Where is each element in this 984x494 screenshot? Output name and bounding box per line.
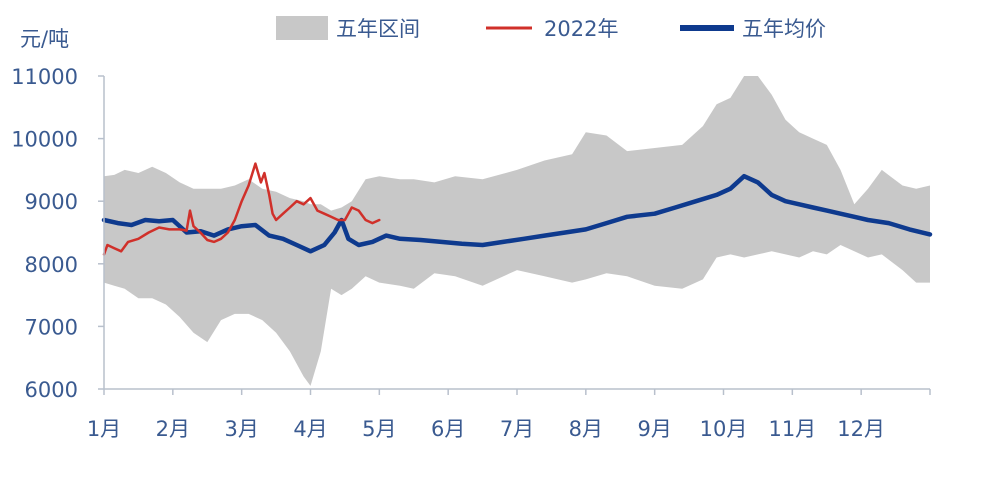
y-tick-label: 6000 [25, 378, 78, 402]
x-ticks: 1月 2月 3月 4月 5月 6月 7月 8月 9月 10月 11月 12月 [87, 389, 931, 441]
x-tick-label: 6月 [431, 417, 465, 441]
legend-label-range: 五年区间 [336, 17, 420, 41]
legend-label-2022: 2022年 [544, 17, 618, 41]
y-tick-label: 7000 [25, 315, 78, 339]
x-tick-label: 1月 [87, 417, 121, 441]
x-tick-label: 9月 [637, 417, 671, 441]
x-tick-label: 7月 [500, 417, 534, 441]
average-line [101, 173, 933, 254]
y-tick-label: 10000 [11, 128, 78, 152]
x-tick-label: 3月 [224, 417, 258, 441]
x-tick-label: 2月 [156, 417, 190, 441]
legend-swatch-range [276, 16, 328, 40]
band-layer [104, 76, 930, 386]
y-tick-label: 11000 [11, 65, 78, 89]
x-tick-label: 10月 [700, 417, 748, 441]
x-tick-label: 12月 [837, 417, 885, 441]
x-tick-label: 4月 [293, 417, 327, 441]
legend: 五年区间 2022年 五年均价 [276, 16, 826, 41]
legend-label-average: 五年均价 [742, 17, 826, 41]
year-2022-line [102, 162, 381, 256]
y-axis-unit: 元/吨 [20, 27, 69, 51]
x-tick-label: 8月 [569, 417, 603, 441]
x-tick-label: 11月 [768, 417, 816, 441]
x-tick-label: 5月 [362, 417, 396, 441]
range-band-area [104, 76, 930, 386]
y-tick-label: 9000 [25, 190, 78, 214]
y-tick-label: 8000 [25, 253, 78, 277]
y-ticks: 6000 7000 8000 9000 10000 11000 [11, 65, 104, 402]
line-layer [101, 162, 933, 256]
